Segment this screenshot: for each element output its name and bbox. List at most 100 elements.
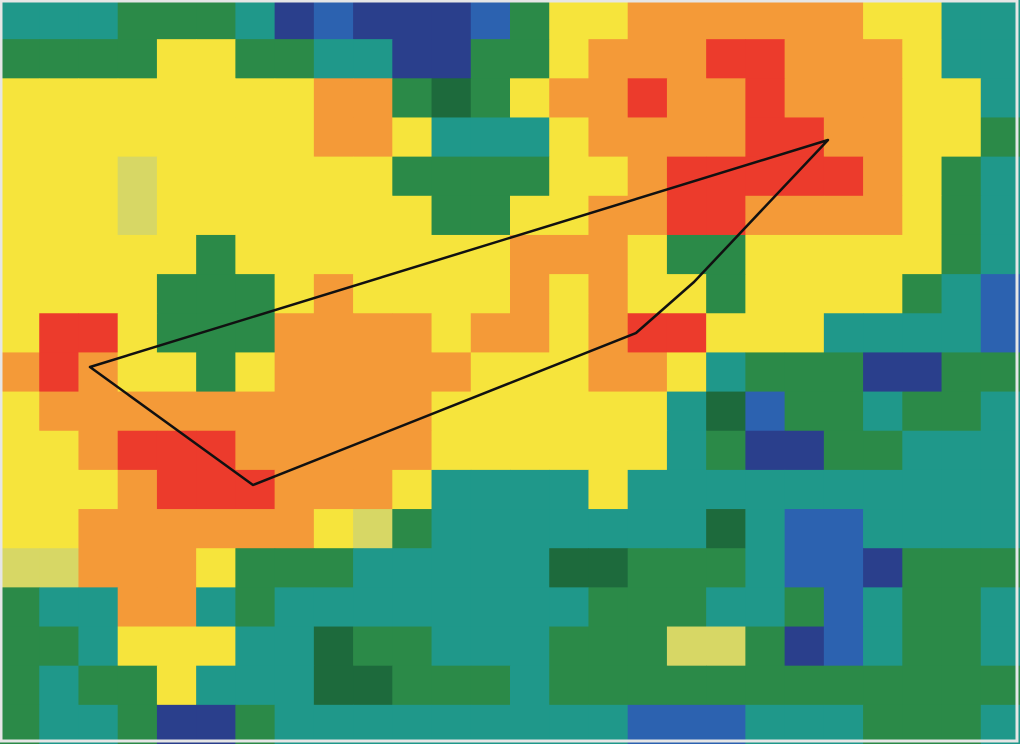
heatmap-cell [431,195,472,236]
heatmap-cell [549,587,590,628]
heatmap-cell [313,234,354,275]
heatmap-cell [980,313,1020,354]
heatmap-cell [745,195,786,236]
heatmap-cell [549,548,590,588]
heatmap-cell [588,587,629,628]
heatmap-cell [78,274,119,314]
heatmap-cell [784,469,825,510]
heatmap-cell [784,313,825,354]
heatmap-cell [941,704,982,744]
heatmap-cell [156,665,197,706]
heatmap-cell [980,0,1020,40]
heatmap-cell [470,39,511,79]
heatmap-cell [470,430,511,471]
heatmap-cell [235,430,276,471]
heatmap-cell [470,548,511,588]
heatmap-cell [470,626,511,667]
heatmap-cell [39,0,80,40]
heatmap-cell [0,391,40,432]
heatmap-cell [431,274,472,314]
heatmap-cell [156,234,197,275]
heatmap-cell [666,391,707,432]
heatmap-cell [980,117,1020,158]
heatmap-cell [745,391,786,432]
heatmap-cell [117,587,158,628]
heatmap-cell [0,626,40,667]
heatmap-cell [235,665,276,706]
heatmap-cell [0,234,40,275]
heatmap-cell [863,469,903,510]
heatmap-cell [823,626,864,667]
heatmap-cell [353,156,393,197]
heatmap-cell [784,548,825,588]
heatmap-cell [941,313,982,354]
heatmap-cell [666,587,707,628]
heatmap-cell [235,587,276,628]
heatmap-cell [274,430,315,471]
heatmap-cell [117,234,158,275]
heatmap-cell [470,78,511,119]
heatmap-cell [823,548,864,588]
heatmap-cell [706,391,746,432]
heatmap-cell [274,391,315,432]
heatmap-cell [510,352,550,393]
heatmap-cell [274,156,315,197]
heatmap-cell [156,78,197,119]
heatmap-cell [863,665,903,706]
heatmap-cell [863,548,903,588]
heatmap-cell [823,430,864,471]
heatmap-cell [0,548,40,588]
heatmap-cell [745,704,786,744]
heatmap-cell [78,39,119,79]
heatmap-cell [588,117,629,158]
heatmap-cell [196,195,236,236]
heatmap-cell [863,313,903,354]
heatmap-cell [823,0,864,40]
heatmap-cell [470,117,511,158]
heatmap-cell [549,234,590,275]
heatmap-cell [313,626,354,667]
heatmap-cell [863,430,903,471]
heatmap-cell [588,78,629,119]
heatmap-cell [666,117,707,158]
heatmap-cell [392,391,433,432]
heatmap-cell [117,274,158,314]
heatmap-cell [706,548,746,588]
heatmap-cell [0,430,40,471]
heatmap-cell [863,39,903,79]
heatmap-cell [392,0,433,40]
heatmap-cell [549,626,590,667]
heatmap-cell [392,704,433,744]
heatmap-cell [627,274,668,314]
heatmap-cell [706,704,746,744]
heatmap-cell [823,665,864,706]
heatmap-cell [117,78,158,119]
heatmap-cell [902,626,943,667]
heatmap-cell [588,509,629,549]
heatmap-cell [117,548,158,588]
heatmap-cell [353,195,393,236]
heatmap-cell [510,704,550,744]
heatmap-cell [941,665,982,706]
heatmap-cell [235,39,276,79]
heatmap-cell [392,509,433,549]
heatmap-cell [78,0,119,40]
heatmap-cell [549,704,590,744]
heatmap-cell [941,39,982,79]
heatmap-cell [431,117,472,158]
heatmap-cell [784,234,825,275]
heatmap-cell [431,469,472,510]
heatmap-cell [823,391,864,432]
heatmap-cell [470,234,511,275]
heatmap-cell [863,156,903,197]
heatmap-cell [510,78,550,119]
heatmap-cell [392,274,433,314]
heatmap-cell [235,626,276,667]
heatmap-cell [196,352,236,393]
heatmap-cell [549,665,590,706]
heatmap-cell [823,587,864,628]
heatmap-cell [510,234,550,275]
heatmap-cell [156,39,197,79]
heatmap-cell [235,78,276,119]
heatmap-cell [78,313,119,354]
